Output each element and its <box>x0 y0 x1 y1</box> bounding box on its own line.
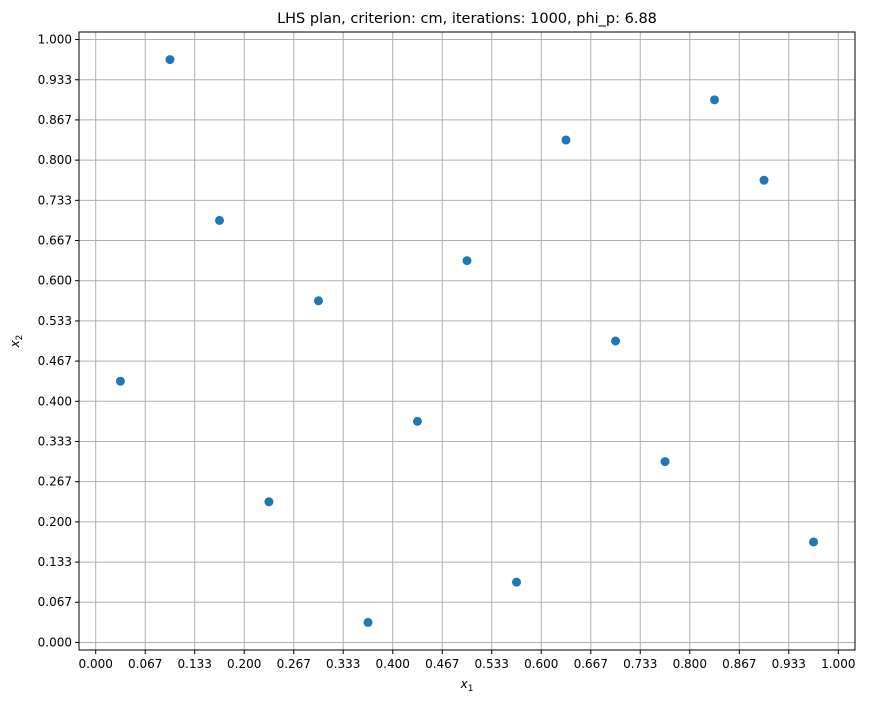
y-tick-label: 0.267 <box>38 475 72 489</box>
y-tick-label: 0.467 <box>38 354 72 368</box>
data-point <box>710 95 720 105</box>
data-point <box>412 416 422 426</box>
x-tick-label: 0.867 <box>722 657 756 671</box>
y-tick-label: 0.200 <box>38 515 72 529</box>
x-tick-label: 0.000 <box>79 657 113 671</box>
y-tick-label: 0.600 <box>38 274 72 288</box>
y-tick-label: 0.333 <box>38 435 72 449</box>
data-point <box>759 175 769 185</box>
x-tick-label: 0.467 <box>425 657 459 671</box>
x-tick-label: 0.800 <box>673 657 707 671</box>
data-point <box>363 617 373 627</box>
data-point <box>462 256 472 266</box>
x-axis-label-subscript: 1 <box>468 684 474 694</box>
data-point <box>512 577 522 587</box>
y-tick-label: 1.000 <box>38 33 72 47</box>
data-point <box>611 336 621 346</box>
x-tick-label: 0.133 <box>178 657 212 671</box>
x-tick-label: 0.733 <box>623 657 657 671</box>
y-tick-label: 0.133 <box>38 555 72 569</box>
x-axis-label-main: x <box>460 677 469 691</box>
y-tick-label: 0.067 <box>38 595 72 609</box>
data-point <box>214 215 224 225</box>
x-tick-label: 0.600 <box>524 657 558 671</box>
y-tick-label: 0.733 <box>38 193 72 207</box>
plot-frame <box>78 31 856 651</box>
y-tick-label: 0.933 <box>38 73 72 87</box>
x-tick-label: 0.667 <box>574 657 608 671</box>
data-point <box>561 135 571 145</box>
x-tick-label: 0.267 <box>277 657 311 671</box>
x-tick-label: 1.000 <box>821 657 855 671</box>
y-tick-label: 0.867 <box>38 113 72 127</box>
y-tick-label: 0.667 <box>38 233 72 247</box>
chart-title: LHS plan, criterion: cm, iterations: 100… <box>277 11 657 27</box>
x-tick-label: 0.333 <box>326 657 360 671</box>
y-tick-label: 0.000 <box>38 635 72 649</box>
x-tick-label: 0.533 <box>475 657 509 671</box>
grid-lines <box>79 32 855 650</box>
x-tick-label: 0.067 <box>128 657 162 671</box>
data-point <box>115 376 125 386</box>
data-point <box>660 457 670 467</box>
y-axis-label: x2 <box>8 335 25 349</box>
x-tick-label: 0.933 <box>772 657 806 671</box>
y-tick-label: 0.400 <box>38 394 72 408</box>
axis-ticks: 0.000 0.067 0.133 0.200 0.267 0.333 0.400 0.467… <box>38 33 856 671</box>
y-axis-label-subscript: 2 <box>15 335 25 341</box>
y-axis-label-main: x <box>8 339 22 348</box>
y-tick-label: 0.533 <box>38 314 72 328</box>
data-point <box>264 497 274 507</box>
x-axis-label: x1 <box>460 677 474 694</box>
y-tick-label: 0.800 <box>38 153 72 167</box>
x-tick-label: 0.400 <box>376 657 410 671</box>
x-tick-label: 0.200 <box>227 657 261 671</box>
data-point <box>313 296 323 306</box>
data-point <box>165 55 175 65</box>
data-points <box>115 55 819 627</box>
data-point <box>809 537 819 547</box>
